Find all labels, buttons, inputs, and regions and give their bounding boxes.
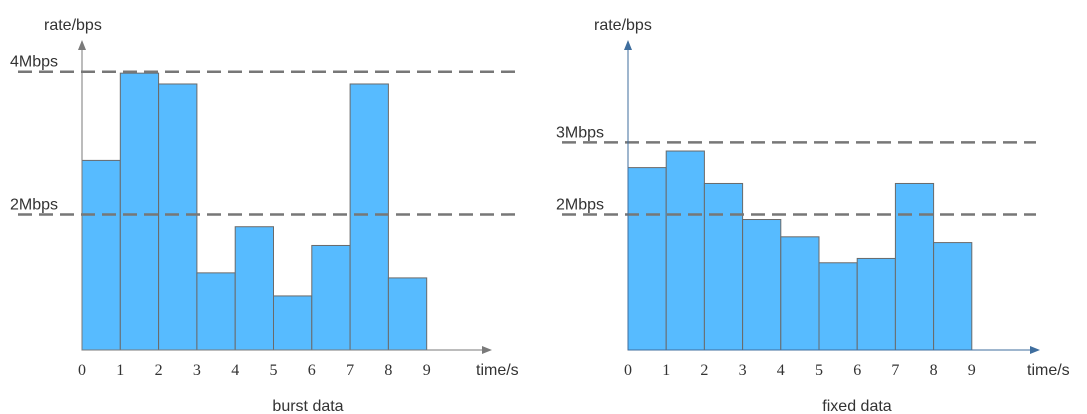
burst-reference-lines: 4Mbps 2Mbps [10,54,516,216]
burst-ref-label-0: 4Mbps [10,54,58,71]
fixed-data-chart: 3Mbps 2Mbps 0 1 2 3 4 5 6 7 8 9 rate/bps time/s fi… [556,17,1070,414]
burst-ref-label-1: 2Mbps [10,196,58,213]
fixed-axes [624,40,1040,354]
burst-x-tick-4: 4 [231,362,239,379]
burst-x-tick-8: 8 [384,362,392,379]
fixed-bars [627,150,973,351]
burst-x-tick-1: 1 [116,362,124,379]
fixed-bar-3 [742,219,782,351]
burst-x-tick-0: 0 [78,362,86,379]
fixed-x-ticks: 0 1 2 3 4 5 6 7 8 9 [624,362,976,379]
fixed-bar-8 [933,242,973,351]
fixed-x-tick-7: 7 [891,362,899,379]
burst-bar-2 [158,83,198,351]
fixed-x-tick-0: 0 [624,362,632,379]
burst-x-tick-5: 5 [270,362,278,379]
fixed-x-tick-2: 2 [700,362,708,379]
fixed-x-tick-8: 8 [930,362,938,379]
fixed-bar-6 [856,257,896,351]
burst-bar-3 [196,272,236,351]
burst-x-axis-arrow [482,346,492,354]
fixed-bar-1 [665,150,705,351]
fixed-chart-title: fixed data [822,398,891,414]
fixed-bar-2 [703,182,744,351]
burst-chart-title: burst data [272,398,343,414]
burst-x-ticks: 0 1 2 3 4 5 6 7 8 9 [78,362,431,379]
fixed-x-tick-9: 9 [968,362,976,379]
fixed-y-axis-arrow [624,40,632,50]
burst-y-axis-label: rate/bps [44,17,102,34]
fixed-ref-label-1: 2Mbps [556,196,604,213]
burst-bar-5 [273,295,313,351]
fixed-bar-0 [627,167,667,351]
burst-x-axis-label: time/s [476,362,519,379]
fixed-x-tick-4: 4 [777,362,785,379]
fixed-bar-5 [818,262,858,351]
burst-bars [81,72,428,351]
burst-bar-0 [81,159,121,351]
burst-x-tick-7: 7 [346,362,354,379]
fixed-x-axis-arrow [1030,346,1040,354]
burst-x-tick-6: 6 [308,362,316,379]
burst-data-chart: 4Mbps 2Mbps 0 1 2 3 4 5 6 7 8 9 rate/bps time/s bu… [10,17,519,414]
burst-x-tick-3: 3 [193,362,201,379]
burst-bar-1 [119,72,160,351]
burst-x-tick-9: 9 [423,362,431,379]
burst-y-axis-arrow [78,40,86,50]
fixed-ref-label-0: 3Mbps [556,124,604,141]
fixed-y-axis-label: rate/bps [594,17,652,34]
fixed-x-tick-6: 6 [853,362,861,379]
burst-bar-8 [387,277,428,351]
fixed-x-tick-5: 5 [815,362,823,379]
fixed-x-tick-1: 1 [662,362,670,379]
fixed-bar-4 [780,236,820,351]
burst-bar-6 [311,244,351,351]
burst-bar-7 [349,83,389,351]
burst-bar-4 [234,226,274,351]
fixed-x-tick-3: 3 [739,362,747,379]
fixed-bar-7 [894,182,935,351]
fixed-x-axis-label: time/s [1027,362,1070,379]
burst-x-tick-2: 2 [155,362,163,379]
fixed-reference-lines: 3Mbps 2Mbps [556,124,1036,216]
burst-axes [78,40,492,354]
